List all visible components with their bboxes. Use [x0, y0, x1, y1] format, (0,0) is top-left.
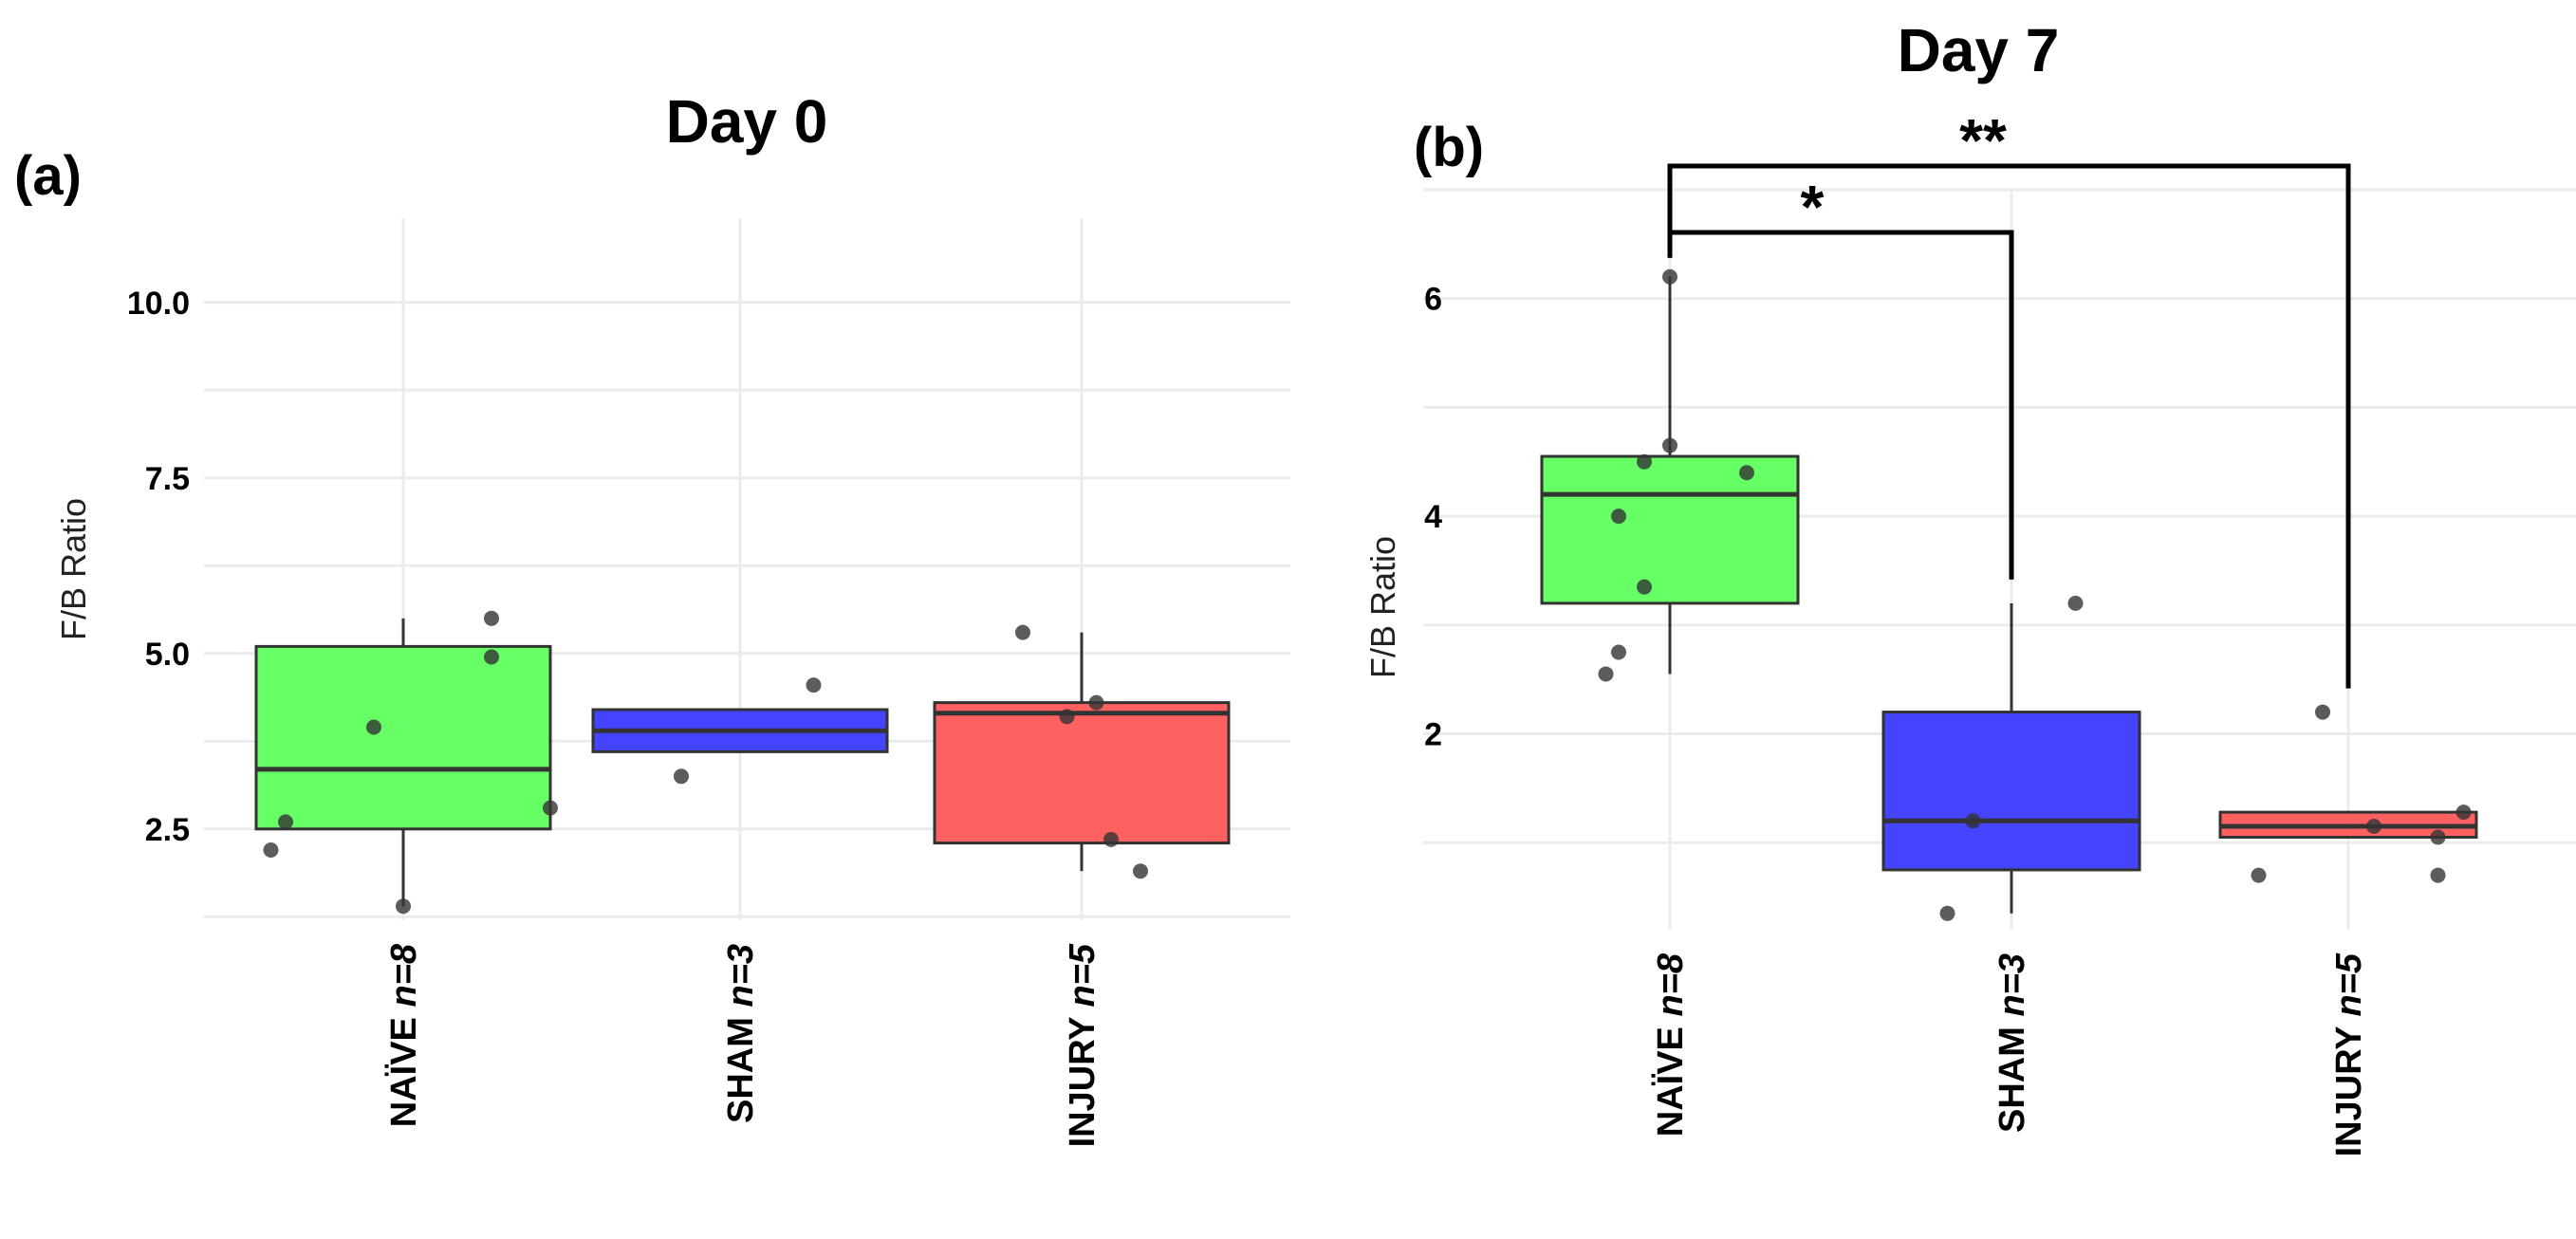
category-name: INJURY [2329, 1017, 2369, 1157]
y-axis-label: F/B Ratio [54, 498, 93, 640]
box-injury [933, 701, 1231, 845]
y-tick-label: 7.5 [145, 461, 190, 497]
data-point [484, 649, 499, 665]
panel-label: (b) [1414, 117, 1484, 178]
data-point [1133, 863, 1148, 879]
data-point [1662, 437, 1677, 453]
data-point [1088, 694, 1104, 711]
x-tick-label: INJURY n=5 [2329, 952, 2369, 1156]
panel-b: 2 4 6 F/B Ratio Day 7 (b) NAÏVE n=8 SHAM n=3 INJ… [1363, 16, 2576, 1156]
data-point [1637, 453, 1652, 470]
y-tick-label: 4 [1424, 499, 1442, 535]
data-point [674, 768, 689, 785]
category-name: SHAM [1992, 1017, 2032, 1133]
panel-label: (a) [14, 145, 82, 207]
category-name: NAÏVE [383, 1008, 424, 1128]
chart-title: Day 7 [1898, 16, 2060, 84]
y-tick-label: 5.0 [145, 637, 190, 673]
data-point [1598, 666, 1614, 682]
data-point [1015, 624, 1030, 640]
data-point [1611, 509, 1626, 525]
data-point [278, 814, 293, 830]
category-n: n=8 [384, 943, 424, 1007]
category-n: n=5 [1063, 943, 1103, 1007]
category-n: n=3 [721, 944, 761, 1008]
panel-a: 2.5 5.0 7.5 10.0 F/B Ratio Day 0 (a) NAÏVE n=8 S… [14, 87, 1290, 1147]
data-point [1059, 709, 1075, 725]
data-point [1103, 831, 1119, 847]
category-name: SHAM [721, 1008, 761, 1123]
data-point [263, 842, 279, 858]
box-naïve [254, 644, 552, 831]
significance-bracket [1667, 163, 2351, 689]
data-point [543, 800, 558, 816]
category-n: n=8 [1651, 952, 1691, 1016]
category-name: NAÏVE [1650, 1017, 1691, 1137]
box-sham [1881, 711, 2141, 872]
data-point [1611, 644, 1626, 660]
data-point [1739, 465, 1754, 481]
data-point [2456, 804, 2472, 821]
chart-title: Day 0 [666, 87, 828, 156]
y-tick-label: 2 [1424, 717, 1442, 753]
significance-label: * [1801, 173, 1825, 241]
y-tick-label: 10.0 [127, 286, 190, 322]
x-tick-label: INJURY n=5 [1063, 943, 1103, 1147]
x-tick-label: NAÏVE n=8 [1650, 952, 1691, 1137]
data-point [366, 719, 381, 735]
data-point [2430, 867, 2446, 883]
data-point [1662, 268, 1677, 285]
box-naïve [1540, 454, 1800, 605]
data-point [806, 677, 822, 693]
data-point [2430, 829, 2446, 845]
data-point [2366, 819, 2381, 835]
x-tick-label: NAÏVE n=8 [383, 943, 424, 1127]
data-point [2251, 867, 2267, 883]
data-point [2067, 595, 2084, 611]
data-point [1965, 813, 1981, 829]
y-axis-label: F/B Ratio [1363, 536, 1402, 678]
y-tick-label: 6 [1424, 282, 1442, 318]
data-point [2315, 704, 2330, 720]
category-name: INJURY [1063, 1008, 1103, 1148]
data-point [484, 610, 499, 626]
data-point [1939, 905, 1955, 921]
significance-label: ** [1959, 106, 2007, 175]
y-tick-label: 2.5 [145, 812, 190, 848]
data-point [1637, 579, 1652, 595]
x-tick-label: SHAM n=3 [721, 944, 761, 1123]
category-n: n=5 [2329, 952, 2369, 1016]
x-tick-label: SHAM n=3 [1992, 953, 2032, 1133]
category-n: n=3 [1992, 953, 2032, 1017]
data-point [396, 898, 411, 915]
